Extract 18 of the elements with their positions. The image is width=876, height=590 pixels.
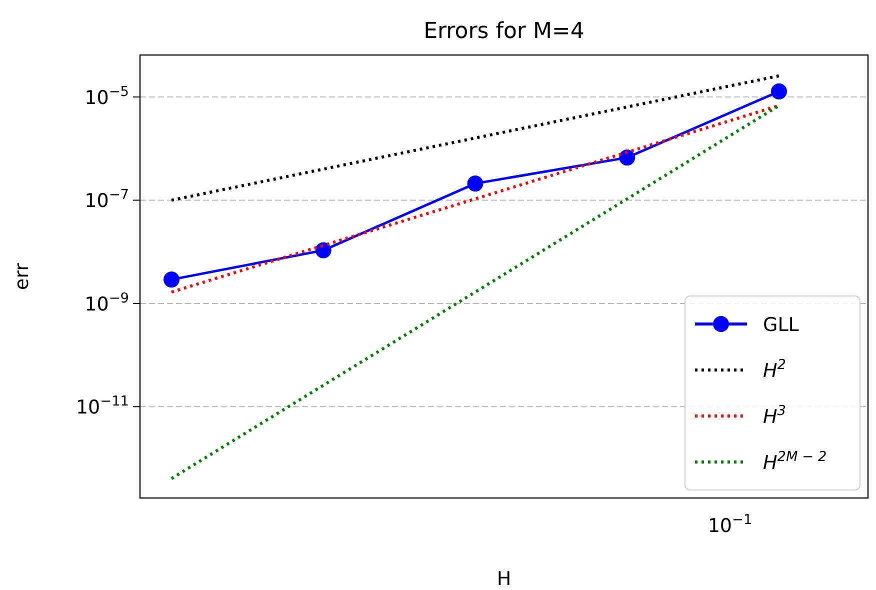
text: 10$^{−1}$ [708, 512, 752, 537]
point [164, 272, 180, 288]
y-tick-label: 10$^{−7}$ [84, 187, 129, 212]
line-series [170, 74, 780, 202]
y-tick-label: 10$^{−11}$ [76, 394, 129, 419]
point [619, 150, 636, 166]
legend-label: H$^{2}$ [763, 357, 786, 382]
point [315, 242, 332, 258]
chart-title: Errors for M=4 [424, 19, 584, 44]
legend-label: H$^{2M − 2}$ [763, 449, 827, 474]
x-axis-title: H [496, 568, 512, 590]
point [771, 83, 787, 100]
point [467, 176, 484, 192]
y-tick-label: 10$^{−9}$ [84, 290, 129, 316]
y-axis-title: err [11, 262, 33, 290]
y-tick-label: 10$^{−5}$ [84, 84, 129, 109]
legend-label: H$^{3}$ [763, 403, 786, 428]
legend-label: GLL [763, 314, 800, 336]
